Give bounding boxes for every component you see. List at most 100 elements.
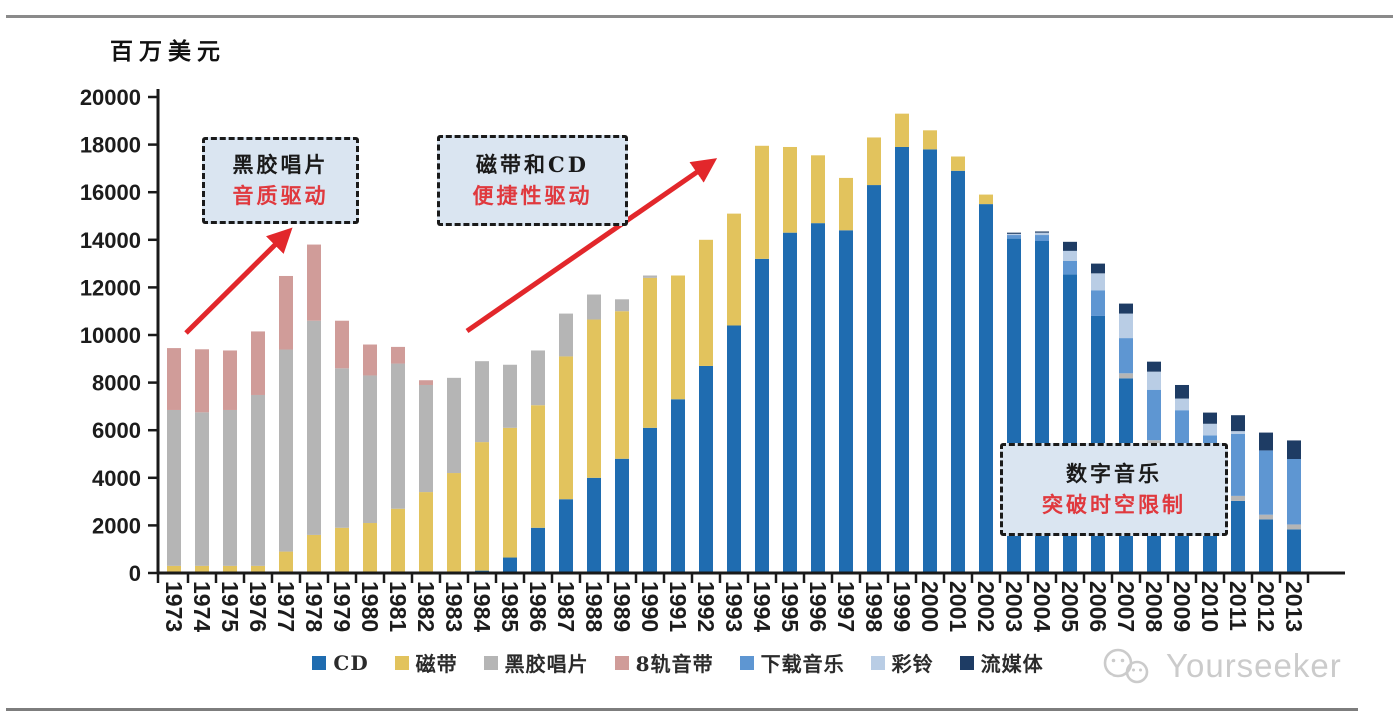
legend-label: 彩铃 xyxy=(891,652,934,676)
legend-item: 下载音乐 xyxy=(739,648,845,677)
x-tick-label: 1979 xyxy=(329,581,355,632)
bar-segment xyxy=(307,534,321,573)
bar-segment xyxy=(1259,432,1273,451)
bar-segment xyxy=(363,344,377,376)
trend-arrows-group xyxy=(184,158,718,335)
bar-segment xyxy=(587,294,601,320)
bar-segment xyxy=(923,130,937,150)
bar-segment xyxy=(1007,233,1021,236)
y-tick-label: 20000 xyxy=(80,85,141,110)
x-tick-label: 2002 xyxy=(973,581,999,632)
x-tick-label: 2008 xyxy=(1141,581,1167,632)
bar-segment xyxy=(839,230,853,573)
y-tick-label: 18000 xyxy=(80,133,141,158)
bar-segment xyxy=(1119,313,1133,339)
bar-segment xyxy=(951,156,965,171)
legend-item: 流媒体 xyxy=(959,648,1044,677)
bar-segment xyxy=(251,565,265,573)
y-tick-label: 14000 xyxy=(80,228,141,253)
bar-segment xyxy=(307,244,321,321)
bar-segment xyxy=(895,113,909,147)
legend-swatch xyxy=(394,655,409,670)
bar-segment xyxy=(1035,235,1049,241)
legend-item: 磁带 xyxy=(394,648,458,677)
bar-segment xyxy=(979,194,993,205)
legend-label: 8轨音带 xyxy=(635,652,714,676)
bar-segment xyxy=(391,363,405,509)
bar-segment xyxy=(195,412,209,566)
bar-segment xyxy=(923,149,937,574)
bar-segment xyxy=(643,275,657,278)
y-tick-label: 10000 xyxy=(80,323,141,348)
annotation-title: 数字音乐 xyxy=(1066,461,1162,487)
x-tick-label: 1998 xyxy=(861,581,887,632)
bar-segment xyxy=(475,442,489,571)
bar-segment xyxy=(335,368,349,528)
bar-segment xyxy=(1147,389,1161,441)
legend-item: 黑胶唱片 xyxy=(483,648,589,677)
bar-segment xyxy=(1203,412,1217,424)
x-tick-label: 2005 xyxy=(1057,581,1083,632)
wechat-icon xyxy=(1103,648,1149,684)
bar-segment xyxy=(251,331,265,395)
bar-segment xyxy=(447,473,461,573)
bar-segment xyxy=(615,299,629,312)
chart-legend: CD 磁带 黑胶唱片 8轨音带 下载音乐 彩铃 流媒体 xyxy=(158,648,1198,677)
annotation-title: 磁带和CD xyxy=(476,152,589,178)
bar-segment xyxy=(1231,495,1245,501)
top-divider-line xyxy=(6,15,1393,18)
legend-swatch xyxy=(483,655,498,670)
bar-segment xyxy=(279,349,293,552)
x-tick-label: 2006 xyxy=(1085,581,1111,632)
bar-segment xyxy=(223,350,237,410)
bar-segment xyxy=(1259,450,1273,515)
y-tick-label: 4000 xyxy=(92,466,141,491)
bar-segment xyxy=(951,170,965,573)
x-tick-label: 1990 xyxy=(637,581,663,632)
x-tick-label: 2001 xyxy=(945,581,971,632)
bar-segment xyxy=(643,427,657,573)
x-tick-label: 1994 xyxy=(749,581,775,632)
bar-segment xyxy=(1119,303,1133,314)
bar-segment xyxy=(783,232,797,573)
x-tick-label: 1986 xyxy=(525,581,551,632)
bar-segment xyxy=(811,155,825,224)
bottom-divider-line xyxy=(6,708,1358,711)
x-tick-label: 1999 xyxy=(889,581,915,632)
trend-arrow xyxy=(465,158,718,334)
y-tick-label: 2000 xyxy=(92,513,141,538)
bar-segment xyxy=(671,399,685,573)
bar-segment xyxy=(1063,241,1077,251)
y-tick-label: 0 xyxy=(129,561,141,586)
x-tick-label: 2000 xyxy=(917,581,943,632)
legend-swatch xyxy=(614,655,629,670)
bar-segment xyxy=(1063,260,1077,275)
bar-segment xyxy=(587,319,601,478)
legend-swatch xyxy=(739,655,754,670)
x-tick-label: 1981 xyxy=(385,581,411,632)
x-tick-label: 1985 xyxy=(497,581,523,632)
bar-segment xyxy=(1091,290,1105,316)
bar-segment xyxy=(755,258,769,573)
bar-segment xyxy=(167,565,181,573)
legend-swatch xyxy=(959,655,974,670)
bar-segment xyxy=(531,405,545,528)
bar-segment xyxy=(335,320,349,369)
bar-segment xyxy=(1091,263,1105,274)
x-tick-label: 1988 xyxy=(581,581,607,632)
x-tick-label: 2012 xyxy=(1253,581,1279,632)
x-tick-label: 2003 xyxy=(1001,581,1027,632)
annotation-box-cassette-cd: 磁带和CD 便捷性驱动 xyxy=(437,135,628,226)
bar-segment xyxy=(167,348,181,410)
bar-segment xyxy=(531,527,545,573)
bar-segment xyxy=(755,145,769,259)
legend-item: CD xyxy=(312,651,368,675)
bar-segment xyxy=(1007,232,1021,234)
bar-segment xyxy=(867,185,881,573)
bar-segment xyxy=(1231,415,1245,432)
bar-segment xyxy=(671,275,685,400)
bar-segment xyxy=(1287,458,1301,525)
x-tick-label: 1983 xyxy=(441,581,467,632)
bar-segment xyxy=(587,477,601,573)
